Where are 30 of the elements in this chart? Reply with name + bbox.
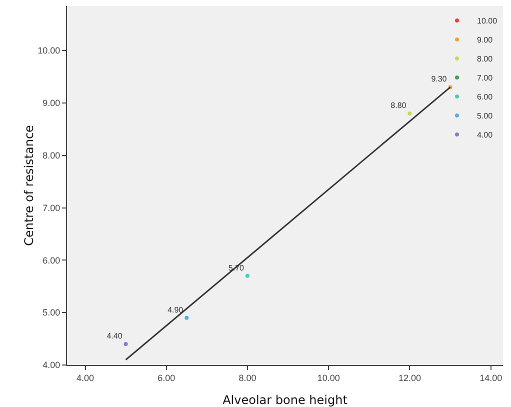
- x-tick-label: 8.00: [238, 372, 256, 383]
- legend-label: 6.00: [477, 92, 494, 102]
- y-tick-label: 4.00: [42, 360, 60, 370]
- y-tick-label: 8.00: [42, 150, 60, 161]
- x-tick-label: 4.00: [76, 372, 94, 383]
- point: [408, 111, 412, 116]
- data-label: 8.80: [390, 100, 407, 110]
- x-tick-label: 14.00: [480, 372, 502, 383]
- y-tick-label: 6.00: [42, 255, 60, 266]
- point: [245, 274, 250, 278]
- legend-label: 8.00: [477, 54, 494, 64]
- y-tick-label: 7.00: [42, 202, 60, 213]
- point: [184, 316, 189, 320]
- data-label: 4.90: [168, 305, 184, 314]
- point: [124, 342, 128, 346]
- x-tick-label: 10.00: [317, 372, 340, 383]
- y-tick-label: 10.00: [38, 46, 60, 56]
- legend-label: 5.00: [477, 112, 494, 121]
- data-label: 4.40: [106, 332, 123, 341]
- legend-label: 10.00: [477, 16, 498, 26]
- data-label: 9.30: [431, 74, 448, 84]
- y-tick-label: 5.00: [42, 308, 60, 318]
- y-tick-label: 9.00: [42, 98, 60, 108]
- legend-label: 9.00: [477, 36, 494, 45]
- y-axis-title: Centre of resistance: [22, 125, 36, 246]
- legend-label: 4.00: [477, 130, 494, 140]
- x-axis-title: Alveolar bone height: [222, 393, 348, 407]
- x-tick-label: 6.00: [158, 372, 176, 383]
- legend-label: 7.00: [477, 74, 494, 83]
- x-tick-label: 12.00: [398, 372, 421, 383]
